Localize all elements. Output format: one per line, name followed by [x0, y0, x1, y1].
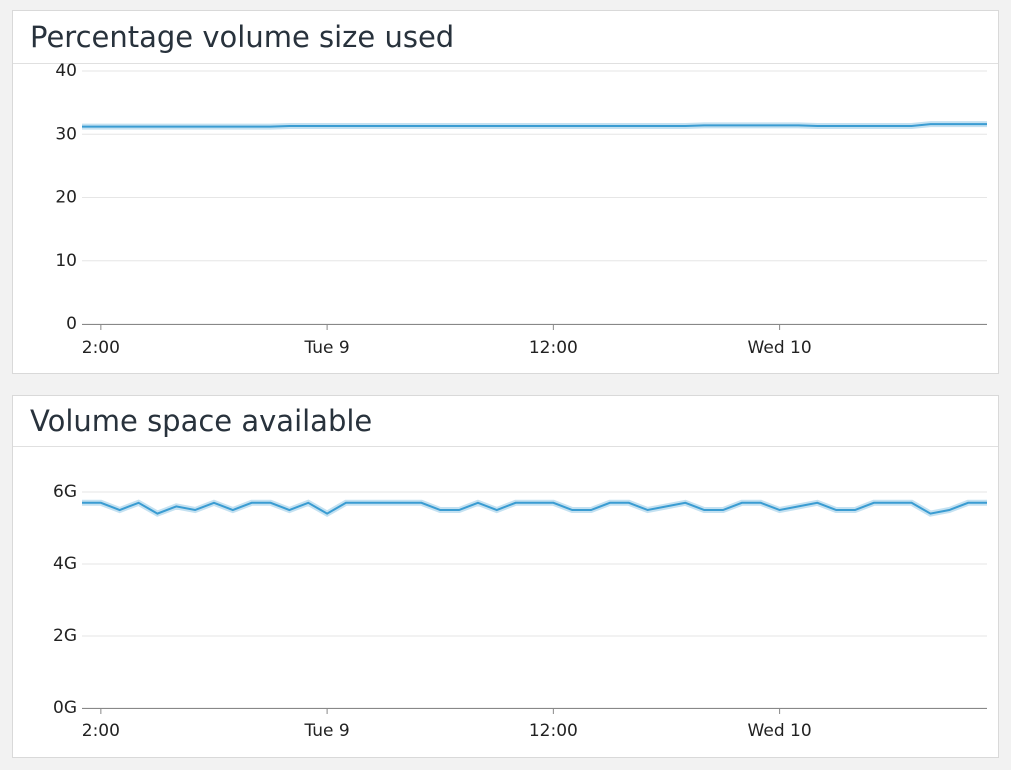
y-tick-label: 10	[55, 251, 77, 271]
panel	[12, 10, 999, 374]
x-tick-label: Wed 10	[748, 721, 812, 741]
y-tick-label: 30	[55, 124, 77, 144]
x-tick-label: 2:00	[82, 338, 120, 358]
y-tick-label: 20	[55, 188, 77, 208]
panel-title: Percentage volume size used	[30, 20, 454, 54]
line	[82, 123, 987, 128]
line	[82, 501, 987, 515]
panel	[12, 395, 999, 758]
y-tick-label: 4G	[53, 554, 77, 574]
y-tick-label: 0	[66, 314, 77, 334]
x-tick-label: 2:00	[82, 721, 120, 741]
x-tick-label: Tue 9	[303, 721, 349, 741]
y-tick-label: 2G	[53, 626, 77, 646]
x-tick-label: Tue 9	[303, 338, 349, 358]
x-tick-label: Wed 10	[748, 338, 812, 358]
y-tick-label: 0G	[53, 698, 77, 718]
panel-title: Volume space available	[30, 404, 372, 438]
y-tick-label: 40	[55, 61, 77, 81]
y-tick-label: 6G	[53, 482, 77, 502]
x-tick-label: 12:00	[529, 338, 578, 358]
x-tick-label: 12:00	[529, 721, 578, 741]
